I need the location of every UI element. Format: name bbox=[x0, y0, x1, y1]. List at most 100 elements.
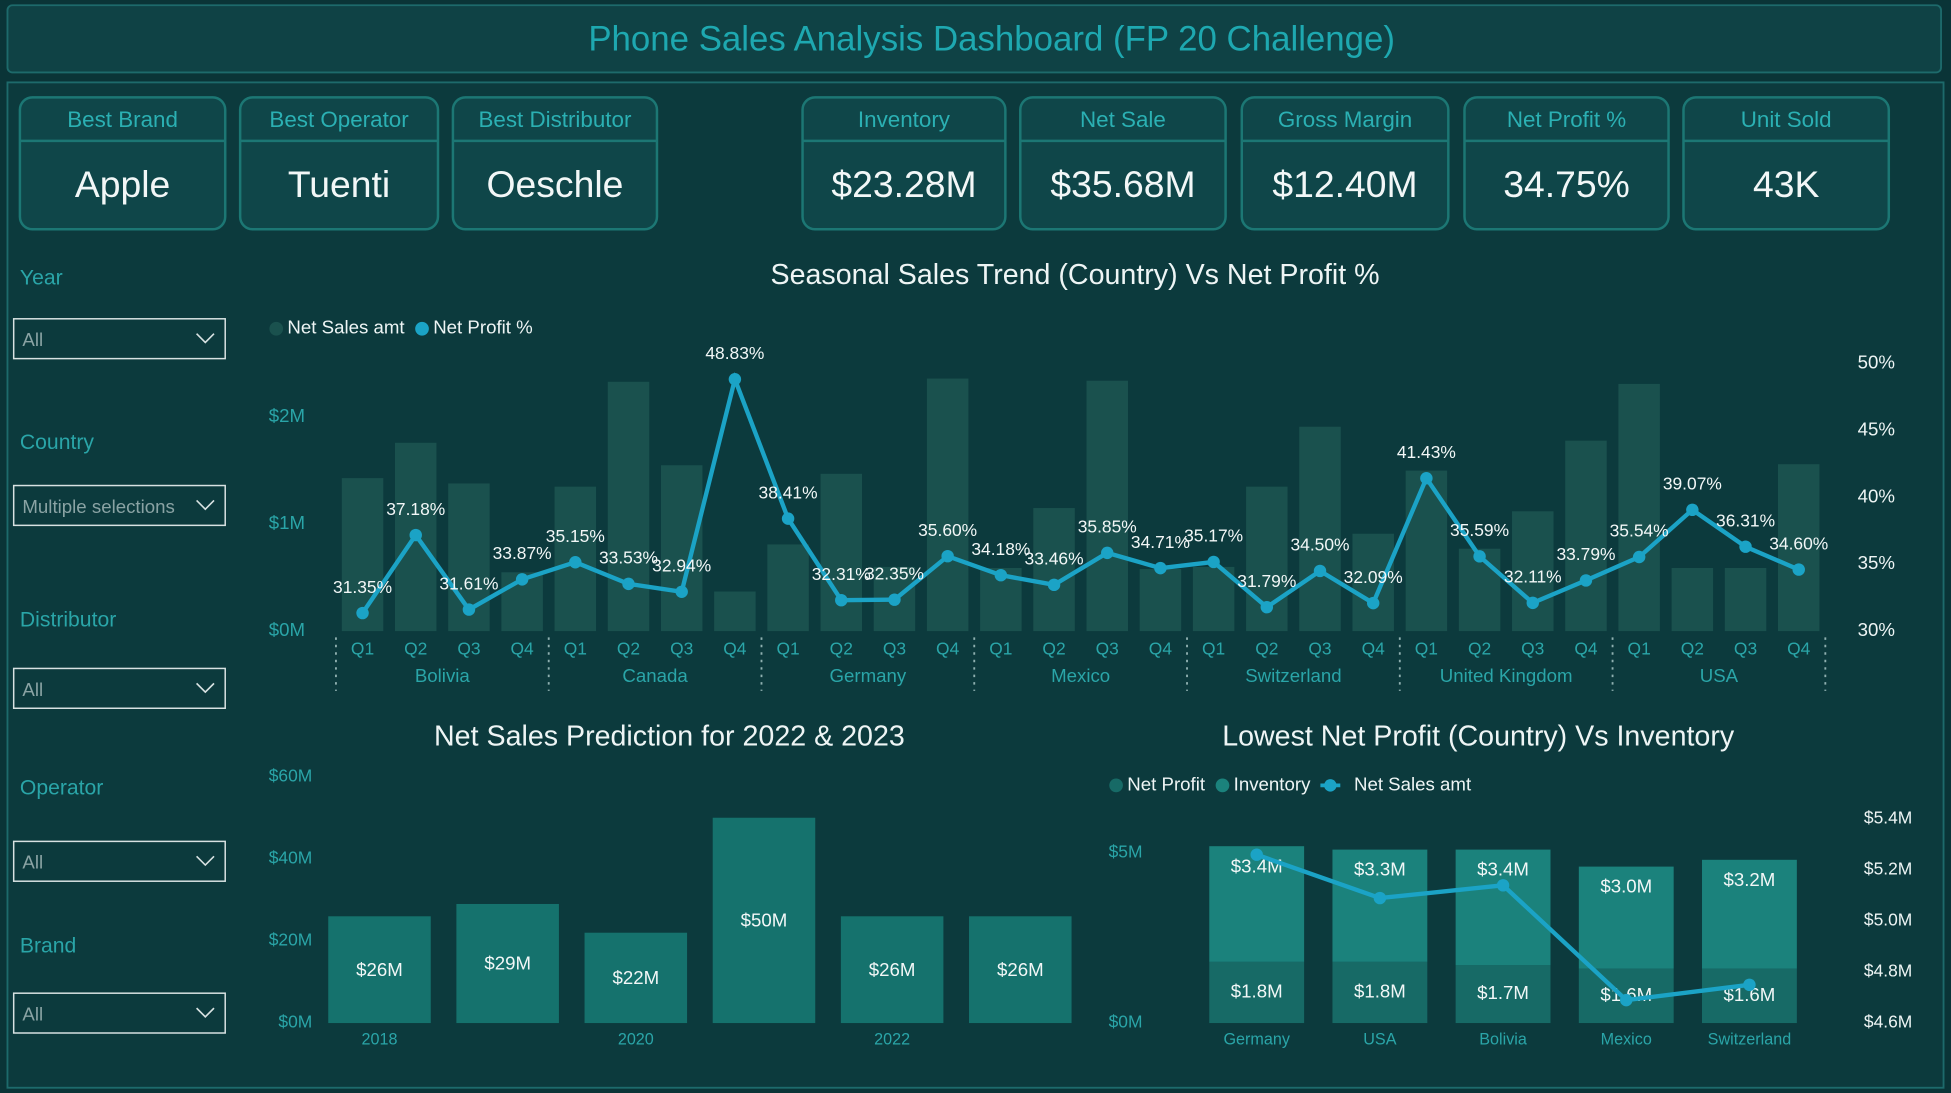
data-label: 33.87% bbox=[493, 543, 552, 563]
bar bbox=[341, 478, 384, 632]
data-label: $1.6M bbox=[1724, 984, 1776, 1005]
line bbox=[360, 372, 1800, 615]
legend-label[interactable]: Net Profit % bbox=[433, 317, 533, 338]
x-tick-label: Q4 bbox=[723, 638, 747, 658]
x-tick-label: Q3 bbox=[883, 638, 906, 658]
data-label: $3.3M bbox=[1354, 859, 1406, 880]
y2-tick-label: $5.0M bbox=[1864, 910, 1912, 930]
data-label: 35.60% bbox=[918, 520, 977, 540]
y-tick-label: $0M bbox=[269, 619, 305, 640]
line-point bbox=[1260, 600, 1274, 614]
group-label: Germany bbox=[830, 665, 907, 686]
y-tick-label: $20M bbox=[269, 930, 313, 950]
data-label: 36.31% bbox=[1716, 510, 1775, 530]
y-tick-label: $0M bbox=[1109, 1012, 1143, 1032]
slicer-label: Brand bbox=[20, 935, 76, 958]
kpi-card bbox=[801, 96, 1007, 231]
bar bbox=[607, 381, 650, 632]
header-bar bbox=[6, 4, 1942, 74]
data-label: $3.0M bbox=[1600, 876, 1652, 897]
y2-tick-label: 45% bbox=[1858, 418, 1895, 439]
legend-marker bbox=[1215, 778, 1230, 793]
line-point bbox=[1373, 891, 1387, 905]
data-label: 38.41% bbox=[759, 482, 818, 502]
dropdown-chevron bbox=[196, 855, 215, 867]
legend-label[interactable]: Net Sales amt bbox=[1354, 773, 1472, 794]
x-tick-label: Q3 bbox=[670, 638, 693, 658]
y2-tick-label: 35% bbox=[1858, 552, 1895, 573]
bar bbox=[926, 378, 969, 632]
group-label: USA bbox=[1700, 665, 1739, 686]
slicer-dropdown[interactable] bbox=[12, 840, 226, 882]
line-point bbox=[409, 528, 422, 542]
slicer-value: All bbox=[22, 679, 43, 700]
bar bbox=[660, 465, 703, 632]
data-label: 32.94% bbox=[652, 555, 711, 575]
kpi-card bbox=[1682, 96, 1891, 231]
data-label: 48.83% bbox=[705, 343, 764, 363]
slicer-dropdown[interactable] bbox=[12, 992, 226, 1034]
y2-tick-label: $5.4M bbox=[1864, 808, 1912, 828]
legend-label[interactable]: Net Sales amt bbox=[287, 317, 405, 338]
card-value: $23.28M bbox=[831, 163, 976, 205]
data-label: 37.18% bbox=[386, 499, 445, 519]
line-point bbox=[356, 606, 369, 620]
y2-tick-label: 50% bbox=[1858, 352, 1895, 373]
x-tick-label: Q3 bbox=[457, 638, 480, 658]
data-label: 35.17% bbox=[1184, 526, 1243, 546]
line-point bbox=[781, 512, 795, 525]
stacked-bar-segment bbox=[1209, 961, 1305, 1024]
legend-marker bbox=[269, 321, 284, 336]
card-value: $35.68M bbox=[1050, 163, 1195, 205]
x-tick-label: 2018 bbox=[362, 1031, 398, 1049]
card-label: Best Distributor bbox=[478, 107, 631, 132]
line-point bbox=[1496, 879, 1510, 892]
data-label: 34.50% bbox=[1290, 535, 1349, 555]
line-point bbox=[1154, 561, 1167, 575]
legend-marker bbox=[1324, 779, 1337, 792]
slicer-dropdown[interactable] bbox=[12, 484, 226, 527]
line-point bbox=[888, 593, 901, 606]
line-point bbox=[1579, 574, 1593, 587]
card-label: Gross Margin bbox=[1278, 107, 1412, 132]
line-point bbox=[1620, 993, 1633, 1007]
y-tick-label: $40M bbox=[269, 847, 313, 867]
line-point bbox=[1420, 472, 1433, 485]
bar bbox=[584, 932, 688, 1024]
x-tick-label: Q3 bbox=[1521, 638, 1544, 658]
line-point bbox=[1313, 564, 1327, 578]
data-label: 35.15% bbox=[546, 526, 605, 546]
slicer-dropdown[interactable] bbox=[12, 318, 226, 360]
bar bbox=[1777, 464, 1820, 632]
card-value: 43K bbox=[1753, 163, 1820, 205]
card-label: Net Sale bbox=[1080, 107, 1166, 132]
card-label: Net Profit % bbox=[1507, 107, 1626, 132]
bar bbox=[1405, 470, 1448, 632]
kpi-card bbox=[1019, 96, 1227, 231]
bar bbox=[840, 916, 944, 1024]
legend-label[interactable]: Inventory bbox=[1234, 773, 1311, 794]
group-label: Bolivia bbox=[415, 665, 471, 686]
data-label: 34.60% bbox=[1769, 533, 1828, 553]
data-label: 32.35% bbox=[865, 563, 924, 583]
card-value: Tuenti bbox=[288, 163, 390, 205]
card-label: Inventory bbox=[858, 107, 951, 132]
x-tick-label: Q4 bbox=[1362, 638, 1386, 658]
x-tick-label: Q1 bbox=[351, 638, 374, 658]
data-label: $26M bbox=[356, 959, 403, 980]
bar bbox=[328, 916, 431, 1024]
slicer-dropdown[interactable] bbox=[12, 667, 226, 710]
data-label: 39.07% bbox=[1663, 473, 1722, 493]
line-point bbox=[1743, 978, 1756, 992]
x-tick-label: 2020 bbox=[618, 1031, 654, 1049]
line-point bbox=[622, 577, 635, 591]
x-tick-label: Q4 bbox=[1149, 638, 1173, 658]
x-tick-label: Q4 bbox=[936, 638, 960, 658]
legend-label[interactable]: Net Profit bbox=[1127, 773, 1206, 794]
y-tick-label: $5M bbox=[1109, 842, 1143, 862]
x-tick-label: Q2 bbox=[830, 638, 853, 658]
card-value: Apple bbox=[75, 163, 170, 205]
x-tick-label: Q3 bbox=[1308, 638, 1331, 658]
slicer-value: All bbox=[22, 329, 43, 350]
